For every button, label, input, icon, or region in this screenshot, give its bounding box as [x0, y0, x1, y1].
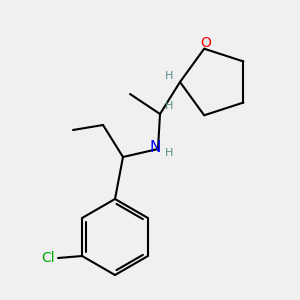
Text: N: N [149, 140, 161, 155]
Text: O: O [201, 36, 212, 50]
Text: H: H [165, 148, 173, 158]
Text: H: H [165, 101, 173, 111]
Text: Cl: Cl [41, 251, 55, 265]
Text: H: H [165, 71, 173, 81]
